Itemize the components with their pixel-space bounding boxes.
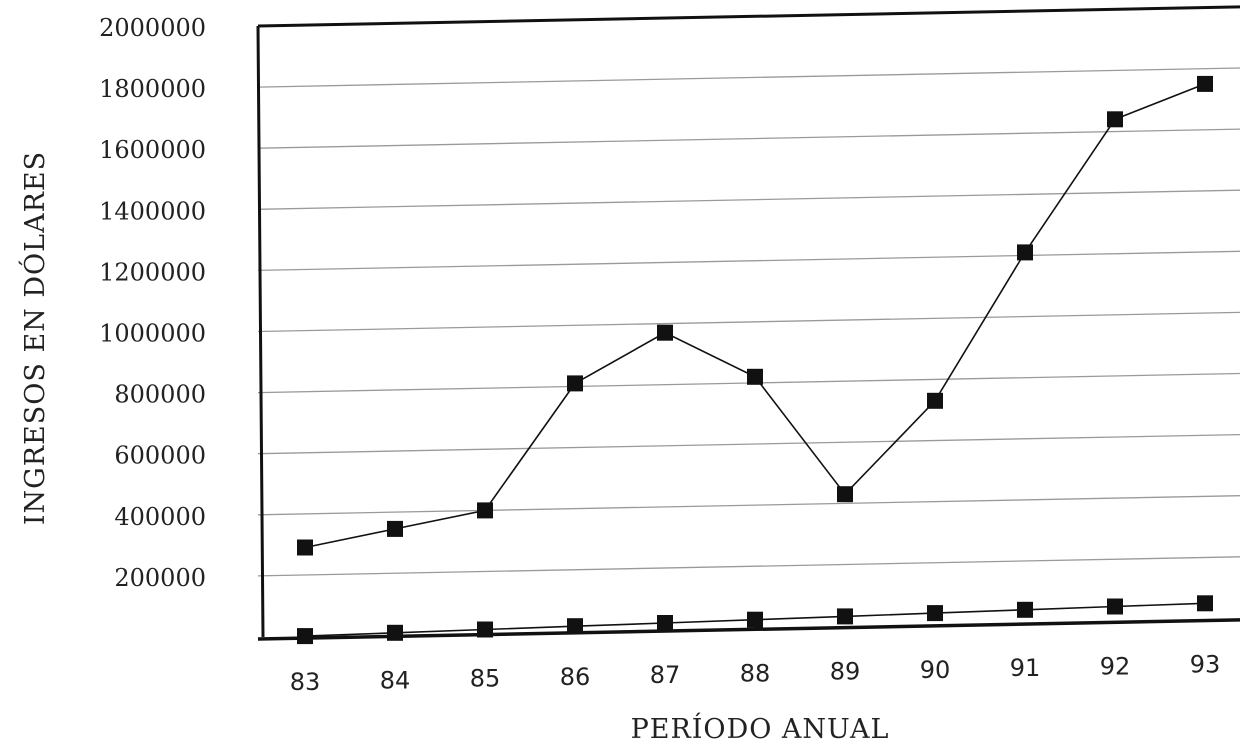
x-tick-label: 92 [1100,652,1131,680]
gridline [257,250,1241,272]
plot-top-border [257,5,1241,28]
series-1 [297,75,1213,556]
data-point-marker [1107,598,1123,615]
x-tick-label: 90 [920,656,951,684]
data-point-marker [1107,111,1123,128]
x-tick-label: 85 [470,665,501,693]
y-tick-label: 1000000 [99,320,206,348]
y-tick-label: 2000000 [99,14,206,42]
data-point-marker [927,392,943,409]
data-point-marker [567,375,583,392]
data-point-marker [1197,595,1213,612]
gridlines [257,67,1241,577]
x-tick-label: 89 [830,658,861,686]
gridline [257,67,1241,88]
data-point-marker [1017,601,1033,618]
x-tick-label: 87 [650,661,681,689]
y-tick-label: 1400000 [99,197,206,225]
data-point-marker [657,324,673,341]
gridline [257,433,1241,455]
data-point-marker [477,621,493,638]
x-tick-label: 83 [290,668,321,696]
data-series [297,75,1213,645]
x-tick-label: 84 [380,666,411,694]
data-point-marker [657,615,673,631]
x-axis-line [257,618,1241,641]
data-point-marker [747,611,763,628]
data-point-marker [1017,244,1033,261]
y-tick-label: 1600000 [99,136,206,164]
data-point-marker [297,539,313,556]
y-tick-label: 400000 [114,503,206,531]
y-axis-tick-labels: 2000000 1800000 1600000 1400000 1200000 10000… [99,14,206,592]
gridline [257,495,1241,516]
x-axis-tick-labels: 83 84 85 86 87 88 89 90 91 92 93 [290,651,1221,697]
gridline [257,556,1241,577]
data-point-marker [567,618,583,635]
y-axis-line [256,25,265,638]
series-2 [297,595,1213,645]
plot-frame [256,5,1241,641]
x-axis-title: PERÍODO ANUAL [631,712,890,745]
x-tick-label: 86 [560,663,591,691]
data-point-marker [837,608,853,625]
data-point-marker [1197,75,1213,92]
x-tick-label: 93 [1190,651,1221,679]
y-tick-label: 200000 [114,564,206,592]
x-tick-label: 91 [1010,654,1041,682]
gridline [257,189,1241,210]
gridline [257,128,1241,149]
data-point-marker [387,520,403,537]
y-tick-label: 600000 [114,442,206,470]
data-point-marker [837,486,853,503]
y-axis-title: INGRESOS EN DÓLARES [17,151,51,525]
y-tick-label: 800000 [114,381,206,409]
data-point-marker [297,628,313,645]
data-point-marker [747,368,763,385]
data-point-marker [387,624,403,641]
data-point-marker [477,502,493,519]
y-tick-label: 1800000 [99,75,206,103]
y-tick-label: 1200000 [99,258,206,286]
data-point-marker [927,605,943,622]
gridline [257,311,1241,333]
x-tick-label: 88 [740,659,771,687]
